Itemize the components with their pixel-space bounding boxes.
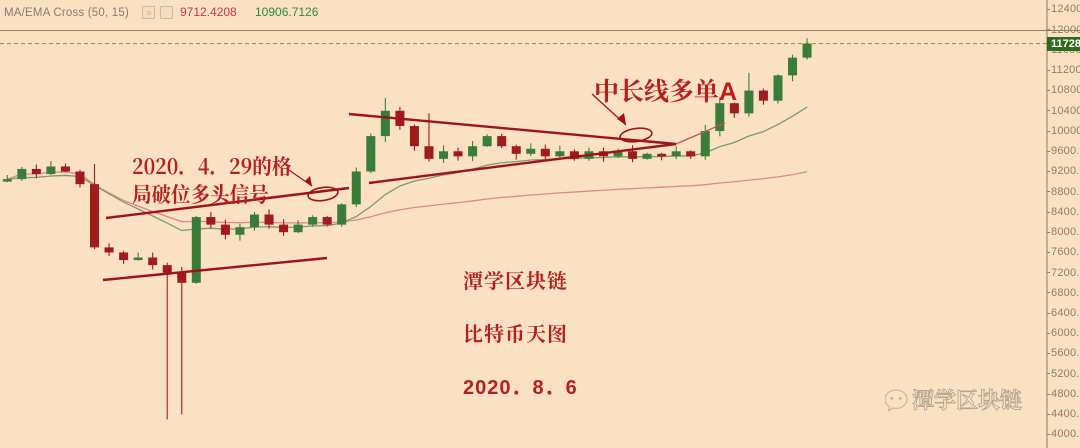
svg-text:潭学区块链: 潭学区块链 bbox=[912, 386, 1022, 415]
